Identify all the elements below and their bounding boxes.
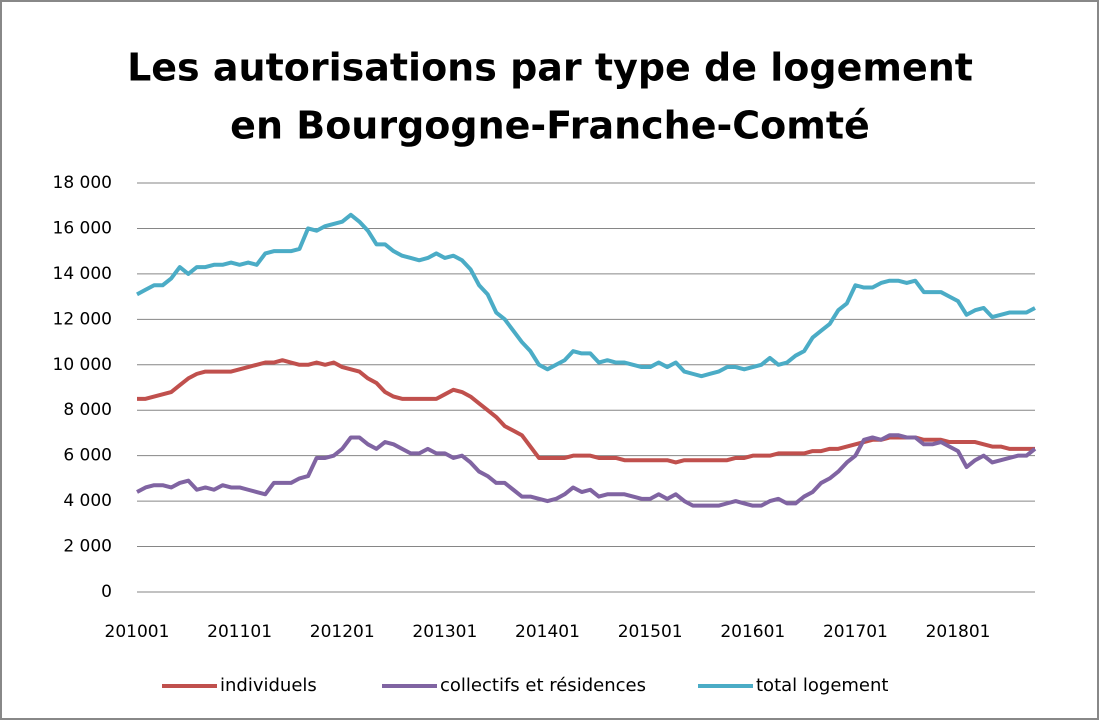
y-tick-label: 2 000 — [63, 537, 112, 557]
x-tick-label: 201501 — [618, 622, 683, 642]
y-tick-label: 4 000 — [63, 491, 112, 511]
series-line — [136, 433, 1037, 508]
y-tick-label: 0 — [101, 582, 112, 602]
legend-label: collectifs et résidences — [440, 675, 646, 696]
x-tick-label: 201201 — [310, 622, 375, 642]
x-tick-label: 201001 — [105, 622, 170, 642]
series-line — [136, 212, 1036, 379]
y-tick-label: 14 000 — [53, 264, 112, 284]
chart-title: en Bourgogne-Franche-Comté — [230, 104, 870, 148]
chart-title: Les autorisations par type de logement — [127, 46, 973, 90]
x-tick-label: 201701 — [823, 622, 888, 642]
x-tick-label: 201401 — [515, 622, 580, 642]
y-tick-label: 8 000 — [63, 400, 112, 420]
x-tick-label: 201601 — [720, 622, 785, 642]
x-tick-label: 201101 — [207, 622, 272, 642]
legend-label: total logement — [756, 675, 888, 696]
y-tick-label: 16 000 — [53, 218, 112, 238]
y-tick-label: 6 000 — [63, 446, 112, 466]
y-tick-label: 10 000 — [53, 355, 112, 375]
legend-label: individuels — [220, 675, 317, 696]
x-tick-label: 201801 — [926, 622, 991, 642]
y-tick-label: 18 000 — [53, 173, 112, 193]
x-tick-label: 201301 — [412, 622, 477, 642]
y-tick-label: 12 000 — [53, 309, 112, 329]
